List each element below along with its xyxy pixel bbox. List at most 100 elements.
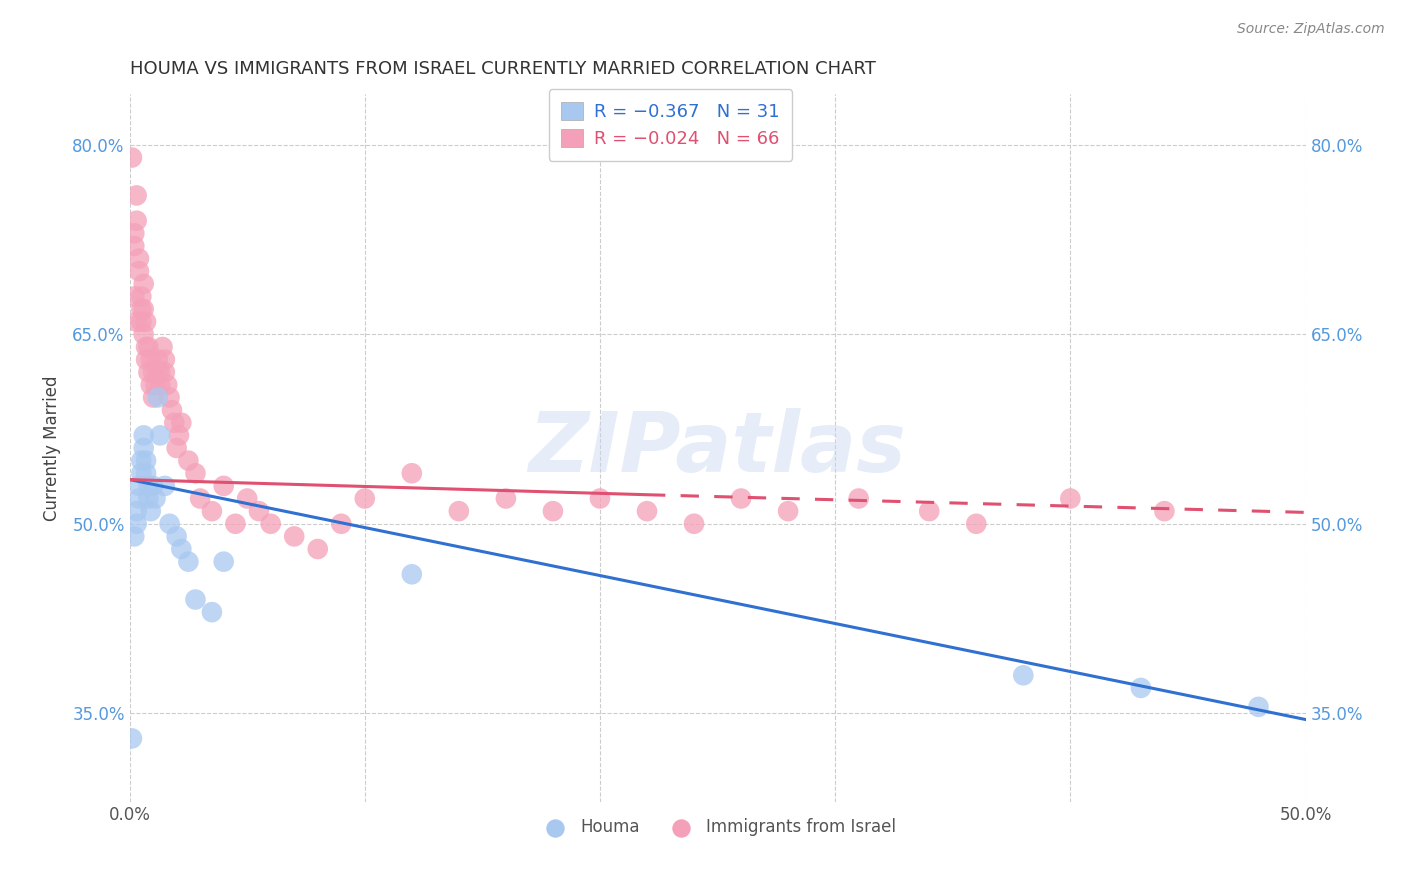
Point <box>124 239 146 253</box>
Point <box>224 516 246 531</box>
Point <box>128 479 150 493</box>
Point <box>138 365 160 379</box>
Point <box>401 567 423 582</box>
Point <box>124 289 146 303</box>
Point <box>167 428 190 442</box>
Point <box>160 403 183 417</box>
Point <box>589 491 612 506</box>
Point <box>683 516 706 531</box>
Point <box>247 504 270 518</box>
Point <box>188 491 211 506</box>
Text: ZIPatlas: ZIPatlas <box>529 408 907 489</box>
Point <box>236 491 259 506</box>
Point <box>495 491 517 506</box>
Point <box>212 479 235 493</box>
Text: HOUMA VS IMMIGRANTS FROM ISRAEL CURRENTLY MARRIED CORRELATION CHART: HOUMA VS IMMIGRANTS FROM ISRAEL CURRENTL… <box>129 60 876 78</box>
Point <box>156 377 179 392</box>
Point <box>145 377 167 392</box>
Point <box>730 491 752 506</box>
Point <box>353 491 375 506</box>
Point <box>135 453 157 467</box>
Y-axis label: Currently Married: Currently Married <box>44 376 60 521</box>
Point <box>177 453 200 467</box>
Point <box>135 352 157 367</box>
Point <box>152 340 174 354</box>
Point <box>128 491 150 506</box>
Point <box>132 277 155 291</box>
Point <box>170 416 193 430</box>
Point <box>201 605 224 619</box>
Point <box>965 516 987 531</box>
Point <box>163 416 186 430</box>
Point <box>541 504 564 518</box>
Point <box>778 504 800 518</box>
Point <box>848 491 870 506</box>
Point <box>307 541 329 556</box>
Point <box>125 315 148 329</box>
Point <box>260 516 283 531</box>
Point <box>125 188 148 202</box>
Point <box>330 516 353 531</box>
Point <box>142 365 165 379</box>
Point <box>177 555 200 569</box>
Point <box>636 504 658 518</box>
Point <box>149 377 172 392</box>
Point <box>184 592 207 607</box>
Point <box>146 365 169 379</box>
Point <box>401 467 423 481</box>
Point <box>135 315 157 329</box>
Point <box>153 365 176 379</box>
Point <box>131 302 153 317</box>
Point <box>138 491 160 506</box>
Point <box>128 264 150 278</box>
Point <box>142 391 165 405</box>
Point <box>166 441 188 455</box>
Point <box>135 467 157 481</box>
Point <box>131 289 153 303</box>
Point <box>145 491 167 506</box>
Point <box>132 302 155 317</box>
Point <box>149 365 172 379</box>
Point <box>132 428 155 442</box>
Point <box>125 213 148 227</box>
Point <box>138 340 160 354</box>
Point <box>125 516 148 531</box>
Point <box>1129 681 1152 695</box>
Point <box>146 391 169 405</box>
Point <box>139 377 162 392</box>
Point <box>131 315 153 329</box>
Point <box>1247 699 1270 714</box>
Point <box>283 529 305 543</box>
Point <box>125 504 148 518</box>
Point <box>135 340 157 354</box>
Point <box>139 504 162 518</box>
Point <box>1153 504 1175 518</box>
Point <box>918 504 941 518</box>
Point <box>128 252 150 266</box>
Point <box>124 227 146 241</box>
Point <box>166 529 188 543</box>
Point <box>124 529 146 543</box>
Point <box>131 453 153 467</box>
Point <box>121 151 143 165</box>
Point <box>1012 668 1035 682</box>
Point <box>132 327 155 342</box>
Point <box>142 479 165 493</box>
Point <box>170 541 193 556</box>
Point <box>132 441 155 455</box>
Point <box>159 391 181 405</box>
Point <box>153 352 176 367</box>
Point <box>184 467 207 481</box>
Point <box>159 516 181 531</box>
Point <box>131 467 153 481</box>
Point <box>212 555 235 569</box>
Point <box>447 504 470 518</box>
Point <box>201 504 224 518</box>
Point <box>138 479 160 493</box>
Point <box>153 479 176 493</box>
Point <box>121 731 143 746</box>
Text: Source: ZipAtlas.com: Source: ZipAtlas.com <box>1237 22 1385 37</box>
Point <box>139 352 162 367</box>
Legend: Houma, Immigrants from Israel: Houma, Immigrants from Israel <box>531 812 903 843</box>
Point <box>1059 491 1081 506</box>
